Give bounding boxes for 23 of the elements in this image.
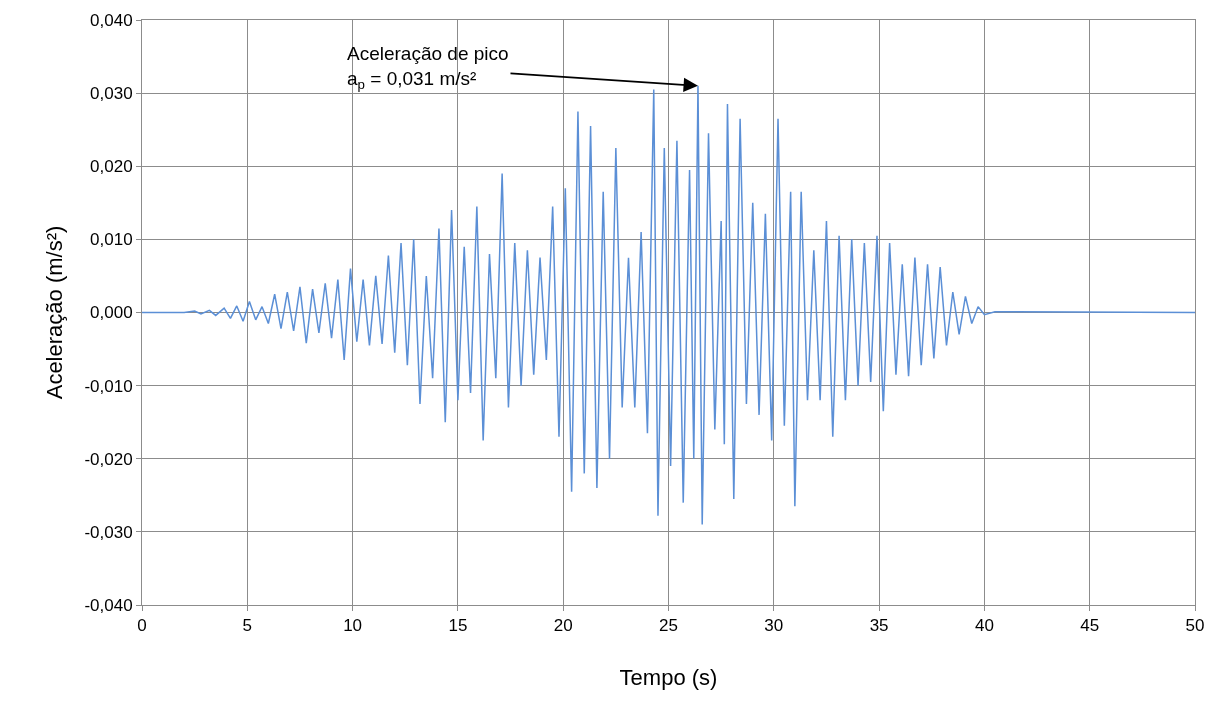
x-tick-label: 15 bbox=[448, 616, 468, 636]
y-tick-label: -0,010 bbox=[84, 376, 133, 396]
x-tick-label: 5 bbox=[242, 616, 253, 636]
y-tick-label: -0,020 bbox=[84, 449, 133, 469]
x-tick-label: 45 bbox=[1080, 616, 1100, 636]
x-tick-label: 20 bbox=[553, 616, 573, 636]
x-tick-label: 25 bbox=[659, 616, 678, 636]
y-tick-label: -0,040 bbox=[84, 595, 133, 615]
y-tick-label: 0,020 bbox=[90, 157, 133, 177]
x-tick-label: 30 bbox=[764, 616, 784, 636]
x-axis-title: Tempo (s) bbox=[619, 665, 718, 691]
x-tick-label: 40 bbox=[974, 616, 994, 636]
x-tick-label: 10 bbox=[343, 616, 363, 636]
y-tick-label: 0,040 bbox=[90, 10, 133, 30]
x-tick-label: 50 bbox=[1185, 616, 1205, 636]
y-tick-label: 0,030 bbox=[90, 84, 133, 104]
annotation: Aceleração de pico a$_{p}$ = 0,031 m/s² bbox=[347, 43, 509, 92]
y-tick-label: 0,010 bbox=[90, 230, 133, 250]
y-tick-label: 0,000 bbox=[90, 303, 133, 323]
y-tick-label: -0,030 bbox=[84, 522, 133, 542]
y-axis-title: Aceleração (m/s²) bbox=[42, 225, 68, 400]
x-tick-label: 35 bbox=[869, 616, 889, 636]
x-tick-label: 0 bbox=[137, 616, 147, 636]
